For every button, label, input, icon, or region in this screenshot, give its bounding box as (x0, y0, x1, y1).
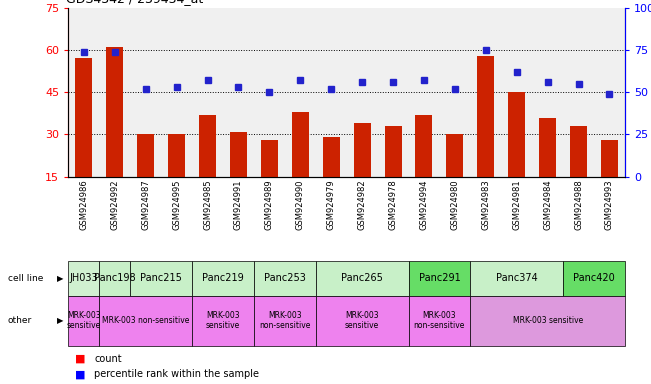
Text: Panc219: Panc219 (202, 273, 244, 283)
Bar (470, 296, 625, 346)
Bar (415, 115, 432, 177)
Bar (99, 261, 130, 296)
Text: other: other (8, 316, 32, 325)
Bar (508, 92, 525, 177)
Bar (477, 56, 494, 177)
Bar (106, 47, 123, 177)
Bar (99, 296, 192, 346)
Bar (353, 123, 370, 177)
Bar (570, 126, 587, 177)
Bar (254, 296, 316, 346)
Bar (447, 134, 464, 177)
Text: GDS4342 / 239434_at: GDS4342 / 239434_at (66, 0, 203, 5)
Text: Panc374: Panc374 (496, 273, 538, 283)
Bar (230, 132, 247, 177)
Bar (192, 261, 254, 296)
Bar (385, 126, 402, 177)
Bar (470, 261, 563, 296)
Text: MRK-003
sensitive: MRK-003 sensitive (345, 311, 380, 330)
Text: Panc253: Panc253 (264, 273, 306, 283)
Bar (168, 134, 185, 177)
Bar (292, 112, 309, 177)
Bar (563, 261, 625, 296)
Bar (261, 140, 278, 177)
Bar (601, 140, 618, 177)
Bar (316, 261, 409, 296)
Text: ▶: ▶ (57, 316, 63, 325)
Text: MRK-003
non-sensitive: MRK-003 non-sensitive (414, 311, 465, 330)
Bar (199, 115, 216, 177)
Bar (68, 261, 99, 296)
Bar (316, 296, 409, 346)
Text: Panc265: Panc265 (341, 273, 383, 283)
Bar (68, 296, 99, 346)
Text: MRK-003
non-sensitive: MRK-003 non-sensitive (259, 311, 311, 330)
Text: MRK-003 non-sensitive: MRK-003 non-sensitive (102, 316, 189, 325)
Text: Panc420: Panc420 (573, 273, 615, 283)
Text: percentile rank within the sample: percentile rank within the sample (94, 369, 259, 379)
Text: Panc291: Panc291 (419, 273, 460, 283)
Bar (409, 261, 470, 296)
Text: MRK-003
sensitive: MRK-003 sensitive (66, 311, 101, 330)
Bar (409, 296, 470, 346)
Text: Panc198: Panc198 (94, 273, 135, 283)
Bar (130, 261, 192, 296)
Bar (137, 134, 154, 177)
Text: Panc215: Panc215 (140, 273, 182, 283)
Text: MRK-003 sensitive: MRK-003 sensitive (512, 316, 583, 325)
Text: ■: ■ (75, 369, 85, 379)
Text: JH033: JH033 (70, 273, 98, 283)
Text: cell line: cell line (8, 274, 43, 283)
Text: ▶: ▶ (57, 274, 63, 283)
Text: count: count (94, 354, 122, 364)
Bar (192, 296, 254, 346)
Text: MRK-003
sensitive: MRK-003 sensitive (206, 311, 240, 330)
Bar (254, 261, 316, 296)
Bar (323, 137, 340, 177)
Text: ■: ■ (75, 354, 85, 364)
Bar (539, 118, 556, 177)
Bar (76, 58, 92, 177)
